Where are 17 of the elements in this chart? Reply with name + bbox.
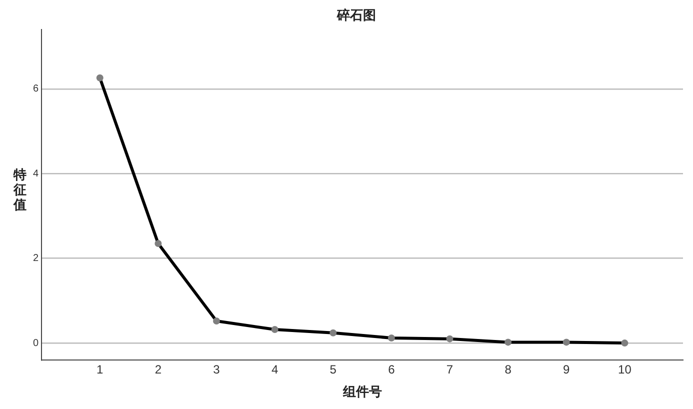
- x-tick-label: 3: [213, 362, 220, 377]
- x-tick-label: 10: [618, 362, 632, 377]
- y-tick-label: 4: [33, 168, 39, 180]
- x-tick-label: 1: [96, 362, 104, 377]
- x-tick-label: 4: [271, 362, 278, 377]
- y-axis-title: 特征值: [12, 168, 28, 213]
- x-axis-title: 组件号: [342, 384, 382, 399]
- x-tick-label: 2: [154, 362, 162, 377]
- x-tick-label: 5: [330, 362, 337, 377]
- y-tick-label: 6: [33, 84, 39, 95]
- x-tick-label: 6: [388, 362, 396, 377]
- y-tick-label: 0: [33, 338, 39, 349]
- x-tick-label: 8: [504, 362, 512, 377]
- y-tick-label: 2: [33, 253, 39, 264]
- chart-title: 碎石图: [336, 7, 376, 22]
- x-tick-label: 9: [563, 362, 570, 377]
- x-tick-label: 7: [446, 362, 454, 377]
